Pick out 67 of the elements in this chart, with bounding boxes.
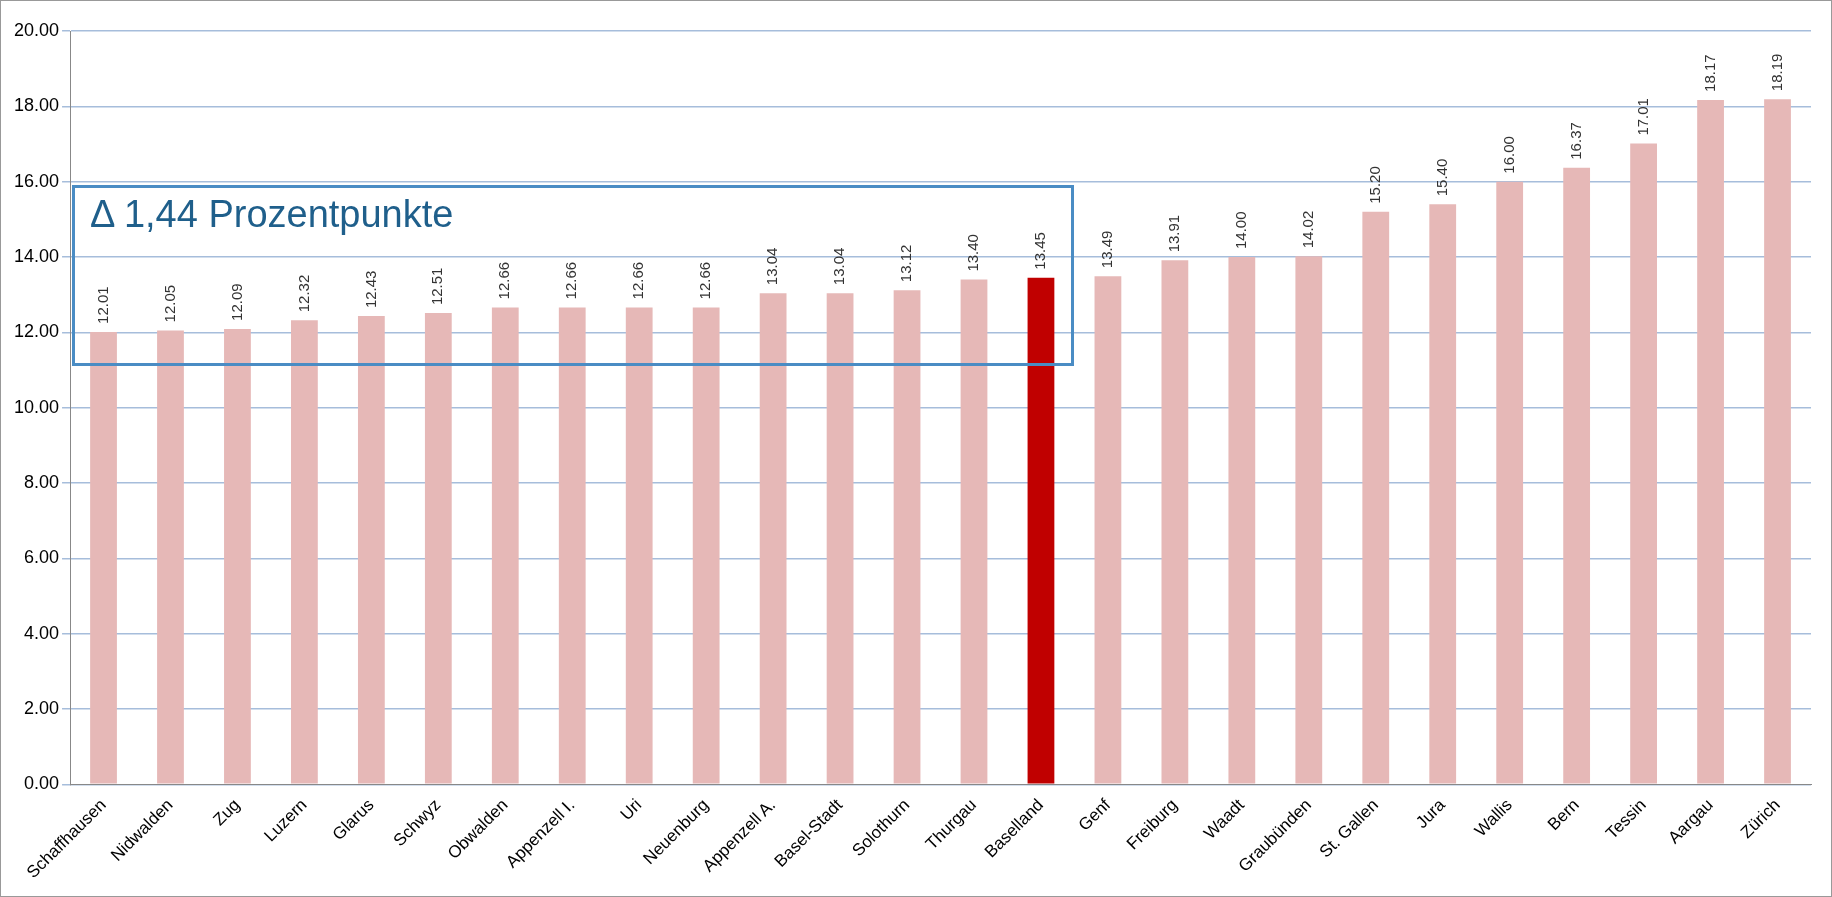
data-label: 18.19 (1767, 53, 1785, 92)
bar (224, 328, 251, 784)
bar (625, 307, 653, 784)
bar (692, 307, 720, 784)
data-label: 12.43 (361, 270, 379, 309)
data-label: 13.45 (1031, 232, 1049, 270)
data-label: 13.40 (964, 234, 982, 272)
bar (157, 330, 184, 784)
bar (960, 279, 988, 784)
y-tick-label: 8.00 (24, 471, 60, 492)
data-label: 16.37 (1566, 122, 1584, 160)
y-tick-label: 6.00 (24, 547, 60, 568)
x-tick-label: Zug (209, 795, 244, 830)
data-label: 13.12 (897, 244, 915, 283)
y-tick-label: 4.00 (24, 622, 60, 643)
y-tick-label: 2.00 (24, 697, 60, 718)
data-label: 12.09 (227, 283, 245, 321)
data-label: 12.32 (294, 274, 312, 313)
y-tick-label: 16.00 (14, 170, 60, 191)
data-label: 12.01 (93, 286, 111, 324)
bar (1161, 260, 1189, 784)
bar (1697, 99, 1724, 784)
y-tick-label: 12.00 (14, 321, 60, 342)
bar (1429, 204, 1457, 784)
bar (558, 307, 586, 784)
data-label: 15.40 (1432, 158, 1450, 197)
data-label: 12.05 (160, 284, 178, 323)
y-tick-label: 10.00 (14, 396, 60, 417)
data-label: 12.51 (428, 267, 446, 306)
data-label: 13.91 (1165, 214, 1183, 253)
x-tick-label: Uri (616, 795, 646, 824)
bar (90, 331, 117, 784)
data-label: 14.00 (1231, 211, 1249, 249)
data-label: 13.04 (763, 247, 781, 286)
bar (291, 320, 318, 784)
data-label: 16.00 (1499, 136, 1517, 174)
bar (1027, 277, 1055, 784)
bar (1228, 256, 1256, 784)
bar (1764, 99, 1791, 784)
bar (491, 307, 519, 784)
data-label: 12.66 (562, 261, 580, 300)
bar (1496, 181, 1524, 784)
x-tick-label: Jura (1412, 794, 1450, 833)
data-label: 18.17 (1700, 54, 1718, 92)
data-label: 12.66 (696, 261, 714, 300)
y-tick-label: 18.00 (14, 95, 60, 116)
bar (357, 316, 385, 784)
bar (826, 293, 854, 784)
bar (1094, 276, 1122, 784)
data-label: 12.66 (495, 261, 513, 300)
bar (424, 313, 452, 784)
bar (893, 290, 921, 784)
data-label: 13.49 (1098, 230, 1116, 269)
y-tick-label: 0.00 (24, 773, 60, 794)
data-label: 13.04 (830, 247, 848, 286)
bar (1295, 256, 1323, 784)
data-label: 14.02 (1298, 210, 1316, 249)
bar (1563, 167, 1591, 784)
annotation: Δ 1,44 Prozentpunkte (90, 193, 454, 237)
bar (1362, 211, 1390, 784)
y-tick-label: 20.00 (14, 19, 60, 40)
bar (1630, 143, 1657, 784)
data-label: 12.66 (629, 261, 647, 300)
data-label: 17.01 (1633, 98, 1651, 136)
y-tick-label: 14.00 (14, 245, 60, 266)
data-label: 15.20 (1365, 166, 1383, 204)
bar (759, 293, 787, 784)
